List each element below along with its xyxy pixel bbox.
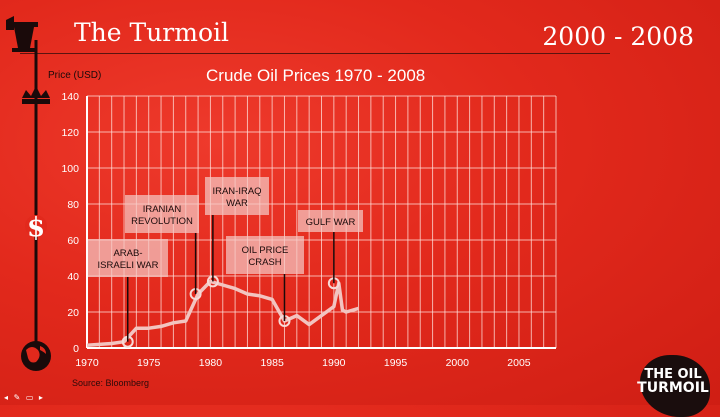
slide-icon[interactable]: ▭ (25, 393, 34, 402)
source-note: Source: Bloomberg (72, 378, 150, 388)
x-tick-label: 1990 (322, 357, 346, 369)
y-tick-label: 0 (73, 343, 79, 355)
annotation-box (205, 177, 269, 215)
annotation-box (125, 195, 199, 233)
page-title: The Turmoil (74, 18, 229, 47)
annotation-label: CRASH (248, 257, 281, 268)
x-tick-label: 1970 (75, 357, 99, 369)
x-tick-label: 1995 (384, 357, 408, 369)
y-tick-label: 20 (67, 307, 79, 319)
x-tick-label: 1975 (137, 357, 161, 369)
x-tick-label: 1980 (199, 357, 223, 369)
globe-icon (21, 341, 51, 371)
x-tick-label: 2000 (446, 357, 470, 369)
logo-line1: THE OIL (644, 367, 702, 383)
annotation-label: IRAN-IRAQ (212, 186, 261, 197)
annotation-label: OIL PRICE (242, 245, 289, 256)
annotation-label: GULF WAR (306, 217, 356, 228)
y-tick-label: 60 (67, 235, 79, 247)
x-tick-label: 1985 (260, 357, 284, 369)
y-axis-label: Price (USD) (48, 70, 102, 81)
annotation-label: IRANIAN (143, 204, 182, 215)
axes (86, 96, 556, 349)
decor-layer: $ (6, 16, 51, 371)
svg-text:$: $ (27, 213, 45, 243)
tick-labels: 0 20 40 60 80 100 120 140 1970 1975 1980 1985 1990 19… (61, 91, 530, 369)
header-divider (20, 53, 610, 54)
chart-area: 0 20 40 60 80 100 120 140 1970 1975 1980 1985 1990 19… (61, 91, 557, 369)
annotation-label: REVOLUTION (131, 216, 193, 227)
annotation-label: WAR (226, 198, 248, 209)
back-arrow-icon[interactable]: ◂ (4, 393, 9, 402)
x-tick-label: 2005 (507, 357, 531, 369)
chart-title: Crude Oil Prices 1970 - 2008 (206, 66, 426, 85)
logo-line2: TURMOIL (637, 379, 709, 396)
forward-arrow-icon[interactable]: ▸ (38, 393, 43, 402)
crown-icon (22, 86, 50, 104)
y-tick-label: 80 (67, 199, 79, 211)
year-range: 2000 - 2008 (542, 22, 694, 51)
grid-lines (87, 95, 557, 348)
y-tick-label: 100 (61, 163, 79, 175)
annotation-box (88, 239, 168, 277)
annotation-box (298, 210, 363, 232)
y-tick-label: 120 (61, 127, 79, 139)
y-tick-label: 40 (67, 271, 79, 283)
price-line (86, 279, 360, 348)
oil-pump-icon (6, 16, 38, 52)
pen-icon[interactable]: ✎ (13, 393, 21, 402)
logo: THE OIL TURMOIL (634, 355, 712, 417)
slide-toolbar: ◂ ✎ ▭ ▸ (4, 393, 46, 402)
dollar-icon: $ (25, 213, 47, 243)
y-tick-label: 140 (61, 91, 79, 103)
annotation-label: ISRAELI WAR (98, 260, 159, 271)
annotation-box (226, 236, 304, 274)
annotation-label: ARAB- (113, 248, 142, 259)
